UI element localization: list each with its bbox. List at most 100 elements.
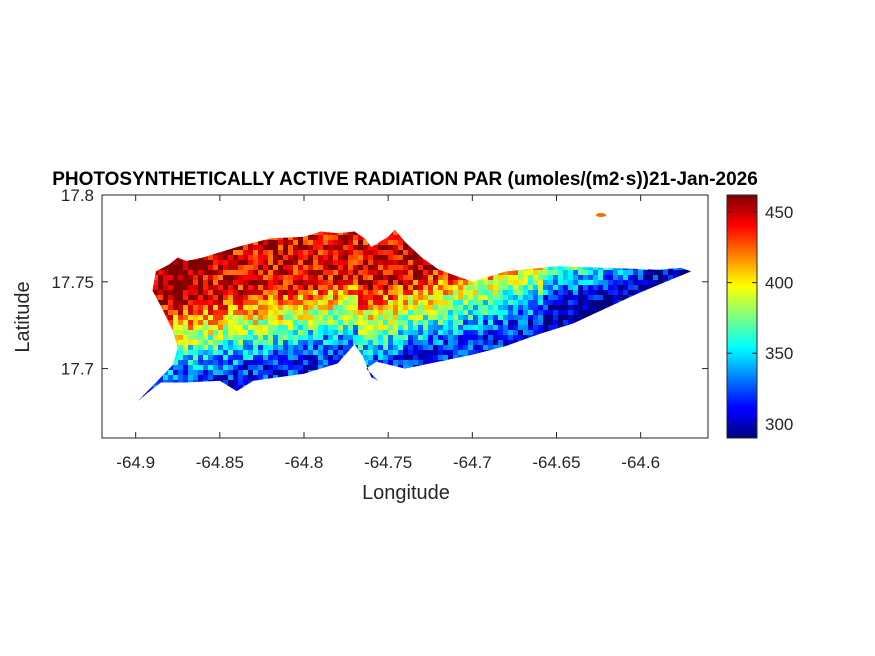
heatmap-cell [258, 350, 264, 356]
heatmap-cell [203, 315, 209, 321]
heatmap-cell [223, 275, 229, 281]
heatmap-cell [438, 350, 444, 356]
heatmap-cell [528, 295, 534, 301]
heatmap-cell [238, 310, 244, 316]
heatmap-cell [483, 285, 489, 291]
heatmap-cell [388, 345, 394, 351]
heatmap-cell [513, 310, 519, 316]
heatmap-cell [353, 240, 359, 246]
heatmap-cell [248, 340, 254, 346]
heatmap-cell [338, 295, 344, 301]
heatmap-cell [263, 290, 269, 296]
heatmap-cell [193, 365, 199, 371]
heatmap-cell [378, 290, 384, 296]
heatmap-cell [278, 355, 284, 361]
heatmap-cell [198, 370, 204, 376]
heatmap-cell [503, 280, 509, 286]
heatmap-cell [358, 235, 364, 241]
heatmap-cell [213, 335, 219, 341]
heatmap-cell [628, 285, 634, 291]
heatmap-cell [608, 280, 614, 286]
heatmap-cell [408, 310, 414, 316]
heatmap-cell [328, 230, 334, 236]
heatmap-cell [408, 285, 414, 291]
heatmap-cell [338, 305, 344, 311]
heatmap-cell [538, 270, 544, 276]
heatmap-cell [278, 335, 284, 341]
y-tick-label: 17.75 [51, 273, 94, 292]
heatmap-cell [288, 345, 294, 351]
heatmap-cell [328, 335, 334, 341]
heatmap-cell [418, 255, 424, 261]
heatmap-cell [298, 320, 304, 326]
heatmap-cell [218, 290, 224, 296]
heatmap-cell [528, 330, 534, 336]
heatmap-cell [358, 340, 364, 346]
heatmap-cell [313, 350, 319, 356]
heatmap-cell [198, 280, 204, 286]
heatmap-cell [293, 345, 299, 351]
heatmap-cell [583, 270, 589, 276]
heatmap-cell [418, 300, 424, 306]
heatmap-cell [443, 295, 449, 301]
heatmap-cell [383, 300, 389, 306]
heatmap-cell [393, 330, 399, 336]
heatmap-cell [188, 315, 194, 321]
heatmap-cell [373, 345, 379, 351]
heatmap-cell [283, 330, 289, 336]
heatmap-cell [413, 350, 419, 356]
heatmap-cell [263, 315, 269, 321]
heatmap-cell [328, 325, 334, 331]
heatmap-cell [373, 340, 379, 346]
heatmap-cell [178, 325, 184, 331]
heatmap-cell [553, 295, 559, 301]
heatmap-cell [298, 265, 304, 271]
heatmap-cell [278, 345, 284, 351]
heatmap-cell [318, 320, 324, 326]
heatmap-cell [288, 295, 294, 301]
heatmap-cell [278, 245, 284, 251]
heatmap-cell [508, 310, 514, 316]
heatmap-cell [203, 285, 209, 291]
heatmap-cell [233, 365, 239, 371]
heatmap-cell [538, 285, 544, 291]
heatmap-cell [233, 325, 239, 331]
heatmap-cell [318, 295, 324, 301]
heatmap-cell [283, 300, 289, 306]
heatmap-cell [338, 335, 344, 341]
heatmap-cell [273, 260, 279, 266]
heatmap-cell [193, 350, 199, 356]
heatmap-cell [223, 290, 229, 296]
heatmap-cell [173, 265, 179, 271]
heatmap-cell [393, 335, 399, 341]
heatmap-cell [308, 275, 314, 281]
heatmap-cell [578, 305, 584, 311]
heatmap-cell [433, 345, 439, 351]
heatmap-cell [458, 315, 464, 321]
heatmap-cell [578, 285, 584, 291]
heatmap-cell [418, 355, 424, 361]
heatmap-cell [308, 310, 314, 316]
heatmap-cell [233, 340, 239, 346]
heatmap-cell [348, 240, 354, 246]
heatmap-cell [333, 355, 339, 361]
heatmap-cell [303, 315, 309, 321]
heatmap-cell [248, 335, 254, 341]
heatmap-cell [463, 285, 469, 291]
heatmap-cell [278, 315, 284, 321]
heatmap-cell [528, 270, 534, 276]
heatmap-cell [293, 350, 299, 356]
heatmap-cell [348, 295, 354, 301]
heatmap-cell [183, 345, 189, 351]
heatmap-cell [278, 310, 284, 316]
heatmap-cell [303, 340, 309, 346]
heatmap-cell [498, 330, 504, 336]
heatmap-cell [163, 295, 169, 301]
heatmap-cell [273, 340, 279, 346]
heatmap-cell [418, 315, 424, 321]
heatmap-cell [358, 325, 364, 331]
heatmap-cell [583, 310, 589, 316]
heatmap-cell [183, 315, 189, 321]
heatmap-cell [253, 315, 259, 321]
heatmap-cell [453, 335, 459, 341]
